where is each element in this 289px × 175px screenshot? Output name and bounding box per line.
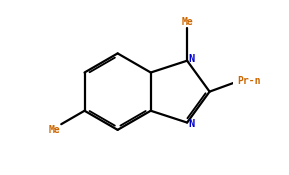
Text: Pr-n: Pr-n [237, 76, 260, 86]
Text: N: N [188, 54, 194, 64]
Text: N: N [188, 119, 194, 129]
Text: Me: Me [49, 125, 60, 135]
Text: Me: Me [181, 17, 193, 27]
